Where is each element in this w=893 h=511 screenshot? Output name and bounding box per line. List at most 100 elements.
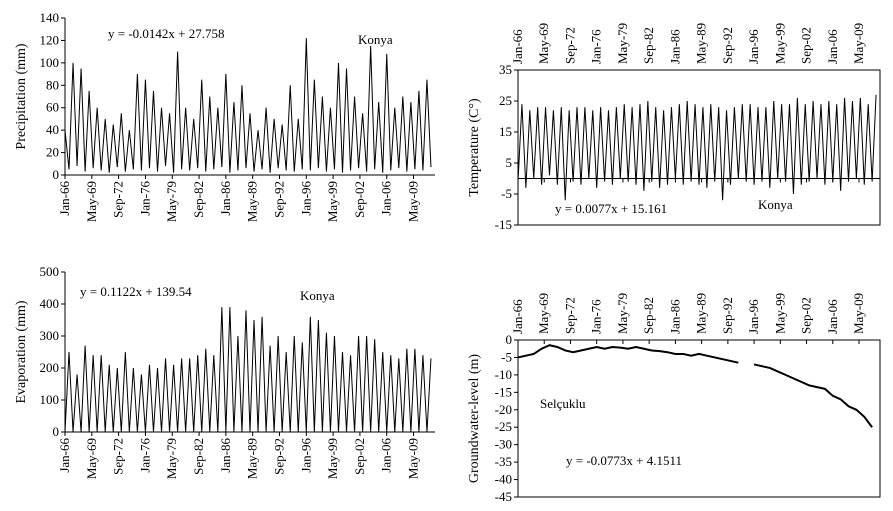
y-axis-label: Evaporation (mm) (14, 300, 29, 403)
y-tick-label: -5 (501, 186, 512, 201)
y-tick-label: 500 (40, 264, 60, 279)
x-tick-label: Jan-86 (218, 438, 233, 473)
annotation: Selçuklu (540, 396, 586, 411)
x-tick-label: May-89 (694, 293, 709, 334)
x-tick-label: Jan-96 (746, 299, 761, 334)
x-tick-label: May-89 (245, 181, 260, 222)
y-tick-label: 20 (46, 145, 59, 160)
x-tick-label: May-89 (245, 438, 260, 479)
x-tick-label: Jan-66 (57, 438, 72, 473)
x-tick-label: May-69 (536, 293, 551, 334)
x-tick-label: Sep-92 (720, 297, 735, 334)
x-tick-label: Sep-82 (191, 438, 206, 475)
x-tick-label: May-69 (84, 181, 99, 222)
x-tick-label: May-09 (851, 23, 866, 64)
x-tick-label: Sep-82 (191, 181, 206, 218)
x-tick-label: Sep-02 (352, 181, 367, 218)
y-tick-label: -15 (495, 217, 512, 232)
x-tick-label: Jan-86 (667, 299, 682, 334)
x-tick-label: May-09 (851, 293, 866, 334)
y-tick-label: -25 (495, 419, 512, 434)
x-tick-label: Jan-76 (137, 438, 152, 473)
x-tick-label: May-69 (536, 23, 551, 64)
x-tick-label: Jan-06 (825, 299, 840, 334)
x-tick-label: May-79 (164, 181, 179, 222)
y-tick-label: -45 (495, 489, 512, 504)
annotation: Konya (358, 32, 393, 47)
y-tick-label: -10 (495, 367, 512, 382)
y-tick-label: 40 (46, 122, 59, 137)
data-line (64, 307, 432, 433)
plot-frame (517, 69, 881, 226)
x-tick-label: May-09 (406, 181, 421, 222)
y-tick-label: -30 (495, 437, 512, 452)
annotation: y = -0.0773x + 4.1511 (566, 453, 682, 468)
x-tick-label: Sep-82 (641, 297, 656, 334)
y-tick-label: 0 (53, 424, 60, 439)
data-line (517, 344, 873, 428)
x-tick-label: Jan-96 (746, 29, 761, 64)
x-tick-label: Jan-96 (298, 181, 313, 216)
x-tick-label: Sep-72 (111, 438, 126, 475)
x-tick-label: May-69 (84, 438, 99, 479)
y-tick-label: 200 (40, 360, 60, 375)
y-tick-label: 0 (506, 332, 513, 347)
x-tick-label: Sep-92 (720, 27, 735, 64)
y-tick-label: 35 (499, 62, 512, 77)
x-tick-label: Jan-66 (510, 29, 525, 64)
annotation: Konya (300, 288, 335, 303)
x-tick-label: May-79 (615, 23, 630, 64)
x-tick-label: May-09 (406, 438, 421, 479)
y-tick-label: 15 (499, 124, 512, 139)
x-tick-label: Jan-66 (57, 181, 72, 216)
x-tick-label: Sep-02 (799, 297, 814, 334)
x-tick-label: Jan-76 (137, 181, 152, 216)
x-tick-label: Sep-72 (562, 27, 577, 64)
x-tick-label: Jan-76 (589, 29, 604, 64)
annotation: y = -0.0142x + 27.758 (108, 26, 225, 41)
x-tick-label: May-89 (694, 23, 709, 64)
x-tick-label: Sep-82 (641, 27, 656, 64)
x-tick-label: May-79 (615, 293, 630, 334)
y-tick-label: 5 (506, 155, 513, 170)
x-tick-label: Sep-72 (562, 297, 577, 334)
y-tick-label: -40 (495, 472, 512, 487)
x-tick-label: Jan-06 (825, 29, 840, 64)
x-tick-label: Jan-06 (379, 438, 394, 473)
x-tick-label: May-99 (772, 293, 787, 334)
y-tick-label: 0 (53, 167, 60, 182)
y-tick-label: -35 (495, 454, 512, 469)
annotation: y = 0.1122x + 139.54 (80, 284, 192, 299)
x-tick-label: Jan-86 (218, 181, 233, 216)
x-tick-label: Sep-02 (799, 27, 814, 64)
x-tick-label: Sep-92 (271, 438, 286, 475)
y-tick-label: 300 (40, 328, 60, 343)
y-tick-label: 120 (40, 32, 60, 47)
data-line (517, 94, 877, 201)
y-tick-label: -15 (495, 384, 512, 399)
y-axis-label: Temperature (C°) (467, 98, 482, 197)
data-line (64, 38, 432, 173)
y-tick-label: 60 (46, 100, 59, 115)
y-tick-label: 100 (40, 55, 60, 70)
annotation: y = 0.0077x + 15.161 (555, 201, 667, 216)
annotation: Konya (758, 197, 793, 212)
y-tick-label: -5 (501, 349, 512, 364)
x-tick-label: May-99 (325, 438, 340, 479)
y-tick-label: 140 (40, 10, 60, 25)
y-tick-label: 80 (46, 77, 59, 92)
y-tick-label: -20 (495, 402, 512, 417)
x-tick-label: May-99 (325, 181, 340, 222)
x-tick-label: Sep-72 (111, 181, 126, 218)
x-tick-label: Jan-76 (589, 299, 604, 334)
x-tick-label: Jan-66 (510, 299, 525, 334)
x-tick-label: Sep-02 (352, 438, 367, 475)
x-tick-label: Jan-06 (379, 181, 394, 216)
x-tick-label: May-99 (772, 23, 787, 64)
x-tick-label: Jan-86 (667, 29, 682, 64)
y-axis-label: Precipitation (mm) (14, 43, 29, 149)
y-axis-label: Groundwater-level (m) (467, 354, 482, 484)
y-tick-label: 25 (499, 93, 512, 108)
y-tick-label: 100 (40, 392, 60, 407)
